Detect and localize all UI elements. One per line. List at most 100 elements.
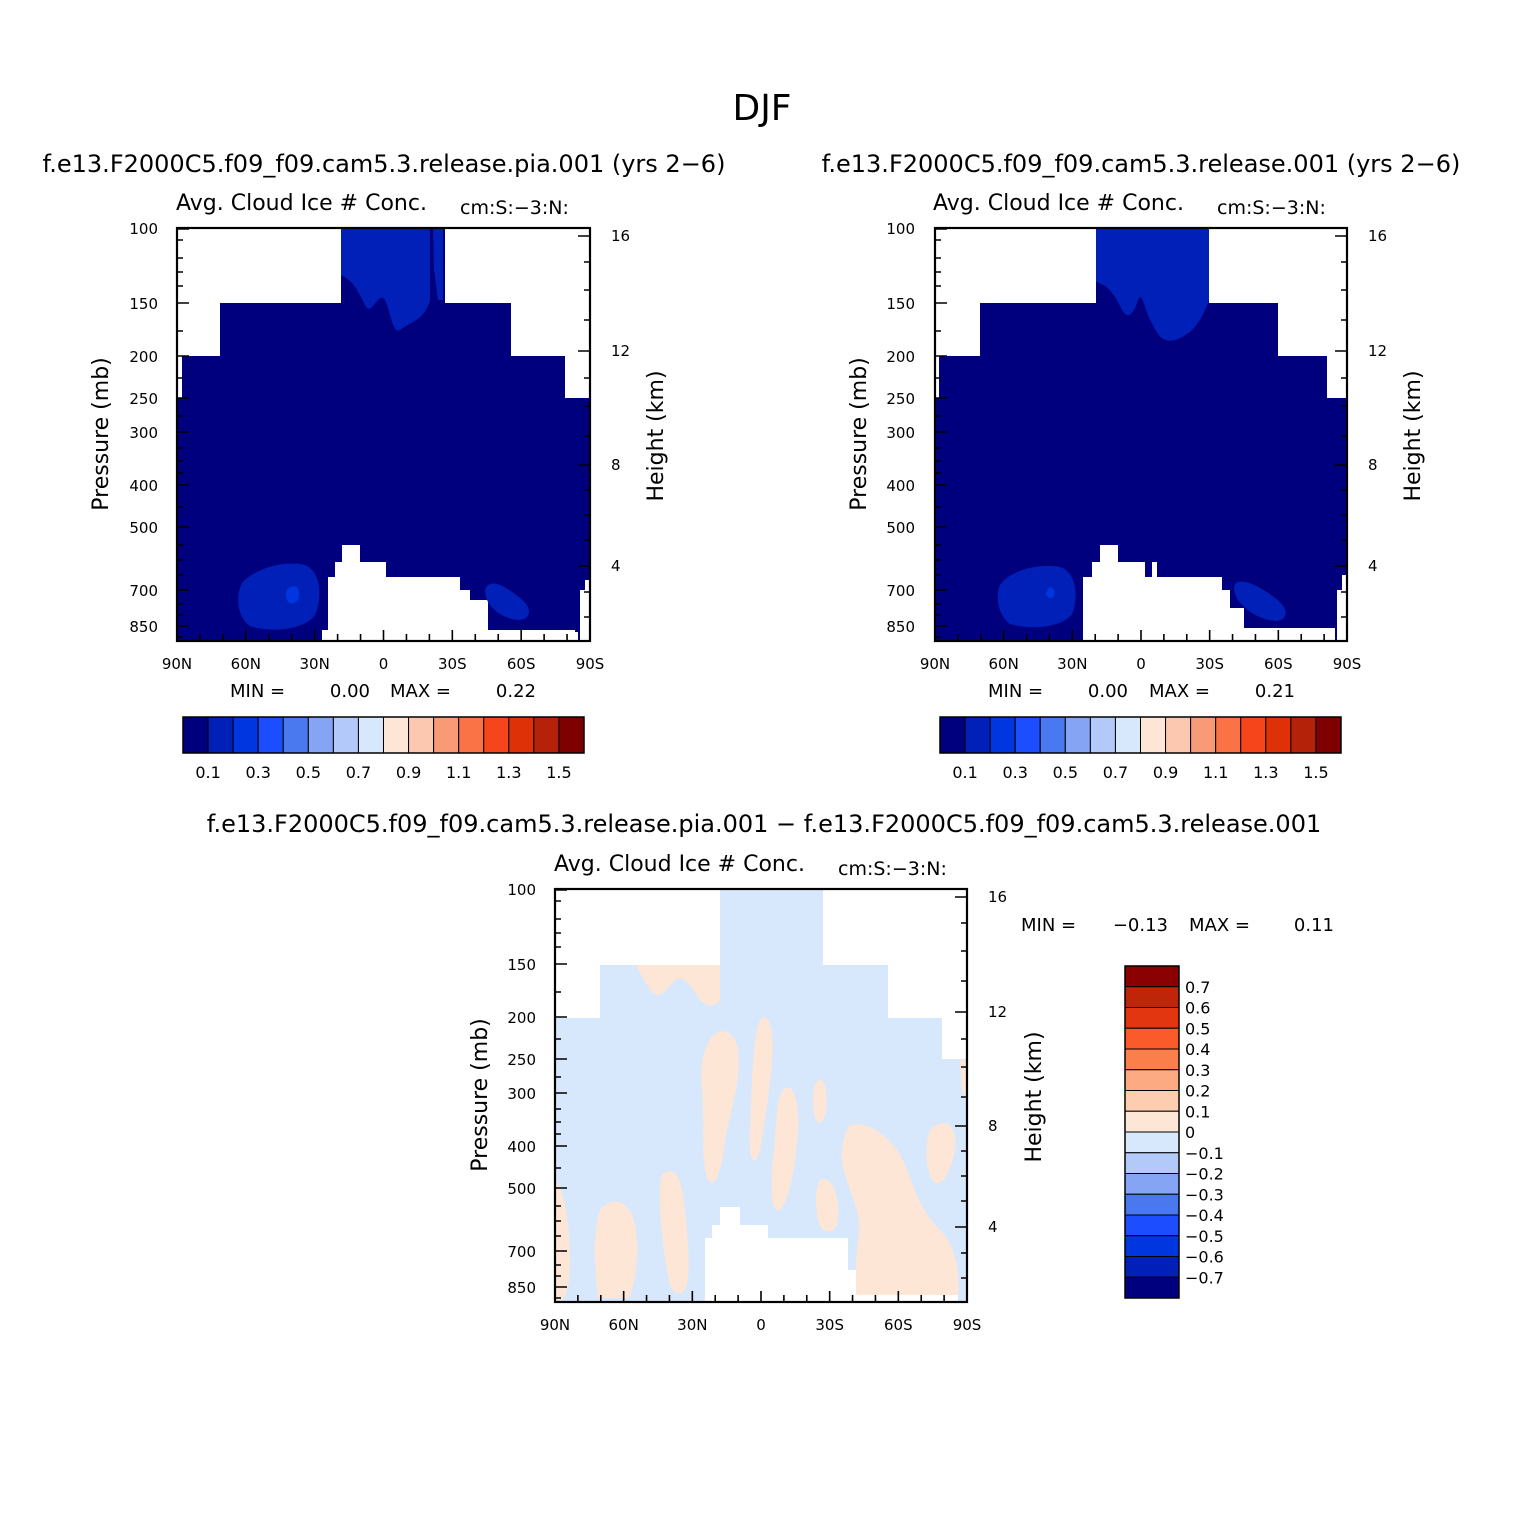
colorbar-box bbox=[1265, 716, 1292, 754]
colorbar-label: 0.7 bbox=[346, 763, 371, 782]
y2-tick-label: 12 bbox=[611, 342, 630, 360]
panel-top-right: f.e13.F2000C5.f09_f09.cam5.3.release.001… bbox=[822, 150, 1461, 782]
colorbar-box bbox=[1124, 1173, 1180, 1195]
colorbar-box bbox=[1124, 1152, 1180, 1174]
colorbar-box bbox=[257, 716, 284, 754]
colorbar-box bbox=[332, 716, 359, 754]
colorbar-box bbox=[282, 716, 309, 754]
colorbar: 0.1 0.3 0.5 0.7 0.9 1.1 1.3 1.5 bbox=[182, 716, 585, 782]
colorbar-label: 1.1 bbox=[446, 763, 471, 782]
contour-0.1-sh-low bbox=[485, 583, 529, 620]
colorbar-label: 0.7 bbox=[1185, 978, 1210, 997]
y-tick-label: 850 bbox=[507, 1279, 536, 1297]
contour-0-to-0.1 bbox=[555, 1180, 570, 1300]
colorbar-box bbox=[1124, 1131, 1180, 1154]
x-tick-label: 90N bbox=[162, 655, 192, 673]
min-label: MIN = bbox=[230, 681, 285, 702]
colorbar-frame bbox=[1124, 965, 1180, 1299]
colorbar-box bbox=[1124, 1007, 1180, 1029]
contour-0.2-nh-core bbox=[285, 586, 300, 604]
colorbar-box bbox=[989, 716, 1016, 754]
contour-field bbox=[177, 228, 590, 640]
variable-label: Avg. Cloud Ice # Conc. bbox=[933, 191, 1184, 216]
colorbar-label: 1.3 bbox=[496, 763, 521, 782]
max-value: 0.21 bbox=[1255, 681, 1295, 702]
contour-0-to-0.1 bbox=[771, 1087, 799, 1211]
y-tick-label: 400 bbox=[129, 477, 158, 495]
x-tick-label: 30N bbox=[1057, 655, 1087, 673]
panel-difference: f.e13.F2000C5.f09_f09.cam5.3.release.pia… bbox=[207, 810, 1334, 1334]
y2-tick-label: 8 bbox=[1368, 456, 1378, 474]
colorbar-box bbox=[1089, 716, 1116, 754]
y-tick-label: 100 bbox=[886, 220, 915, 238]
colorbar-box bbox=[458, 716, 485, 754]
colorbar-box bbox=[1124, 1110, 1180, 1133]
contour-0.1-nh-low bbox=[997, 565, 1076, 628]
x-tick-label: 0 bbox=[379, 655, 389, 673]
colorbar-box bbox=[1240, 716, 1267, 754]
colorbar-label: 0.9 bbox=[1153, 763, 1178, 782]
colorbar-label: −0.3 bbox=[1185, 1185, 1224, 1204]
colorbar-label: 0.1 bbox=[1185, 1102, 1210, 1121]
contour-0.1-top bbox=[1096, 228, 1209, 341]
units-label: cm:S:−3:N: bbox=[1217, 197, 1326, 219]
colorbar: 0.1 0.3 0.5 0.7 0.9 1.1 1.3 1.5 bbox=[939, 716, 1342, 782]
y-axis-pressure: 100 150 200 250 300 400 500 700 850 Pres… bbox=[89, 220, 189, 638]
y-tick-label: 700 bbox=[886, 582, 915, 600]
x-ticks bbox=[176, 630, 591, 640]
colorbar-box bbox=[307, 716, 334, 754]
colorbar-box bbox=[1165, 716, 1192, 754]
colorbar-label: −0.7 bbox=[1185, 1268, 1224, 1287]
colorbar-label: 1.1 bbox=[1203, 763, 1228, 782]
y-axis-label: Pressure (mb) bbox=[468, 1018, 493, 1172]
colorbar-box bbox=[1290, 716, 1317, 754]
max-value: 0.22 bbox=[496, 681, 536, 702]
y-axis-pressure: 100 150 200 250 300 400 500 700 850 Pres… bbox=[468, 881, 567, 1299]
colorbar-label: 0.2 bbox=[1185, 1082, 1210, 1101]
y-tick-label: 850 bbox=[886, 618, 915, 636]
colorbar-box bbox=[1124, 965, 1180, 988]
colorbar-label: 0.1 bbox=[952, 763, 977, 782]
colorbar-label: 0.9 bbox=[396, 763, 421, 782]
panel-top-left: f.e13.F2000C5.f09_f09.cam5.3.release.pia… bbox=[43, 150, 726, 782]
colorbar-label: 0.3 bbox=[1185, 1061, 1210, 1080]
x-tick-label: 60N bbox=[989, 655, 1019, 673]
contour-0.2-nh-core bbox=[1046, 587, 1055, 599]
plot-frame bbox=[175, 226, 592, 643]
colorbar-box bbox=[533, 716, 560, 754]
max-label: MAX = bbox=[390, 681, 451, 702]
colorbar-box bbox=[383, 716, 410, 754]
y-tick-label: 250 bbox=[507, 1051, 536, 1069]
min-label: MIN = bbox=[988, 681, 1043, 702]
colorbar-label: −0.5 bbox=[1185, 1227, 1224, 1246]
colorbar-box bbox=[1124, 986, 1180, 1008]
figure-title: DJF bbox=[732, 88, 791, 129]
y-tick-label: 150 bbox=[507, 956, 536, 974]
x-tick-label: 30N bbox=[677, 1316, 707, 1334]
colorbar-box bbox=[964, 716, 991, 754]
contour-0-to-0.1 bbox=[813, 1079, 827, 1123]
colorbar-box bbox=[1039, 716, 1066, 754]
field-base bbox=[177, 228, 590, 640]
colorbar-box bbox=[182, 716, 209, 754]
y-tick-label: 300 bbox=[886, 424, 915, 442]
colorbar-frame bbox=[182, 716, 585, 754]
x-axis: 90N 60N 30N 0 30S 60S 90S bbox=[162, 630, 604, 673]
colorbar-label: 1.3 bbox=[1253, 763, 1278, 782]
colorbar-label: 0.4 bbox=[1185, 1040, 1210, 1059]
colorbar-box bbox=[357, 716, 384, 754]
y-tick-label: 700 bbox=[129, 582, 158, 600]
x-tick-label: 60N bbox=[231, 655, 261, 673]
x-tick-label: 60N bbox=[609, 1316, 639, 1334]
y-tick-label: 200 bbox=[886, 348, 915, 366]
y2-tick-label: 16 bbox=[611, 227, 630, 245]
contour-0.1-top bbox=[341, 228, 430, 331]
y-tick-label: 150 bbox=[886, 295, 915, 313]
colorbar-box bbox=[408, 716, 435, 754]
y-tick-label: 500 bbox=[507, 1180, 536, 1198]
units-label: cm:S:−3:N: bbox=[838, 858, 947, 880]
field-base bbox=[935, 228, 1347, 640]
y2-tick-label: 12 bbox=[988, 1003, 1007, 1021]
colorbar-label: −0.4 bbox=[1185, 1206, 1224, 1225]
